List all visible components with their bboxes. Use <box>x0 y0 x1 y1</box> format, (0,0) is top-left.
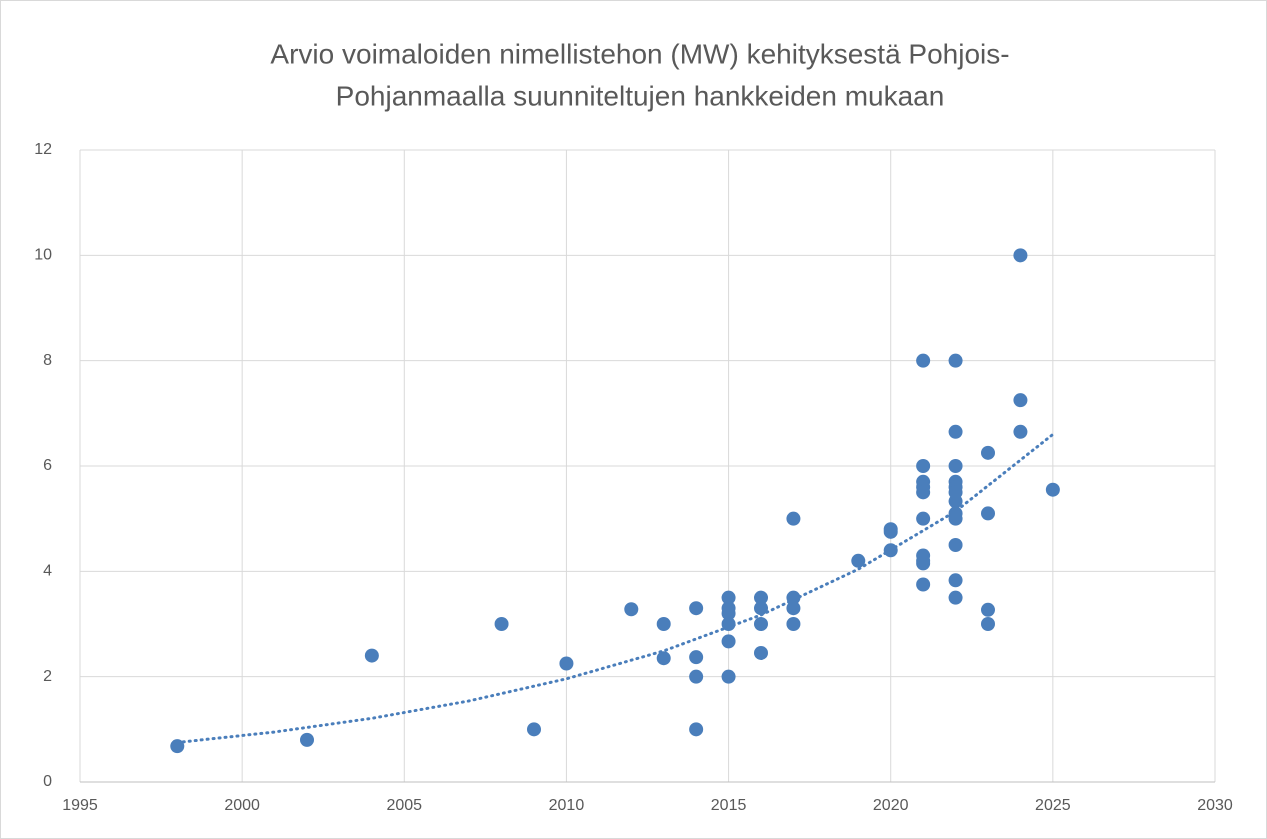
point <box>494 617 509 631</box>
y-tick-label: 10 <box>34 247 52 264</box>
point <box>948 494 963 509</box>
point <box>656 617 671 631</box>
point <box>721 590 736 605</box>
point <box>948 424 963 439</box>
trendline <box>175 432 1055 744</box>
point <box>559 656 574 671</box>
point <box>981 602 995 617</box>
point <box>916 577 931 592</box>
point <box>981 445 995 460</box>
point <box>916 511 931 526</box>
y-tick-label: 0 <box>43 773 52 790</box>
x-tick-label: 2010 <box>549 797 585 814</box>
point <box>883 524 898 539</box>
point <box>883 543 898 558</box>
y-tick-label: 4 <box>43 563 52 580</box>
point <box>1013 248 1028 263</box>
point <box>916 485 931 500</box>
point <box>948 590 963 605</box>
point <box>786 617 801 631</box>
point <box>948 573 963 588</box>
point <box>754 601 768 616</box>
point <box>948 511 963 526</box>
y-tick-label: 6 <box>43 457 52 474</box>
point <box>754 617 768 631</box>
point <box>721 606 736 621</box>
point <box>786 511 801 526</box>
point <box>916 459 931 473</box>
point <box>527 722 541 737</box>
point <box>689 650 704 665</box>
point <box>754 645 768 660</box>
x-tick-label: 2005 <box>386 797 422 814</box>
point <box>981 617 995 631</box>
point <box>364 648 379 663</box>
point <box>721 669 736 684</box>
point <box>948 353 963 368</box>
point <box>689 601 704 616</box>
x-tick-label: 1995 <box>62 797 98 814</box>
y-tick-label: 12 <box>34 141 52 158</box>
point <box>786 590 801 605</box>
x-tick-label: 2015 <box>711 797 747 814</box>
point <box>851 553 866 568</box>
point <box>948 538 963 552</box>
x-tick-label: 2020 <box>873 797 909 814</box>
point <box>948 459 963 473</box>
point <box>624 602 639 617</box>
point <box>721 634 736 649</box>
point <box>981 506 995 521</box>
chart-title: Pohjanmaalla suunniteltujen hankkeiden m… <box>336 80 945 111</box>
point <box>1013 393 1028 408</box>
point <box>689 722 704 737</box>
point <box>754 590 768 605</box>
point <box>300 732 314 747</box>
y-tick-label: 8 <box>43 352 52 369</box>
point <box>1013 424 1028 439</box>
point <box>916 353 931 368</box>
chart-title: Arvio voimaloiden nimellistehon (MW) keh… <box>270 38 1009 69</box>
point <box>721 617 736 631</box>
x-tick-label: 2025 <box>1035 797 1071 814</box>
point <box>170 739 185 754</box>
x-tick-label: 2000 <box>224 797 260 814</box>
y-tick-label: 2 <box>43 668 52 685</box>
point <box>656 651 671 666</box>
point <box>1045 482 1060 497</box>
point <box>916 556 931 571</box>
point <box>786 601 801 616</box>
x-tick-label: 2030 <box>1197 797 1233 814</box>
point <box>689 669 704 684</box>
